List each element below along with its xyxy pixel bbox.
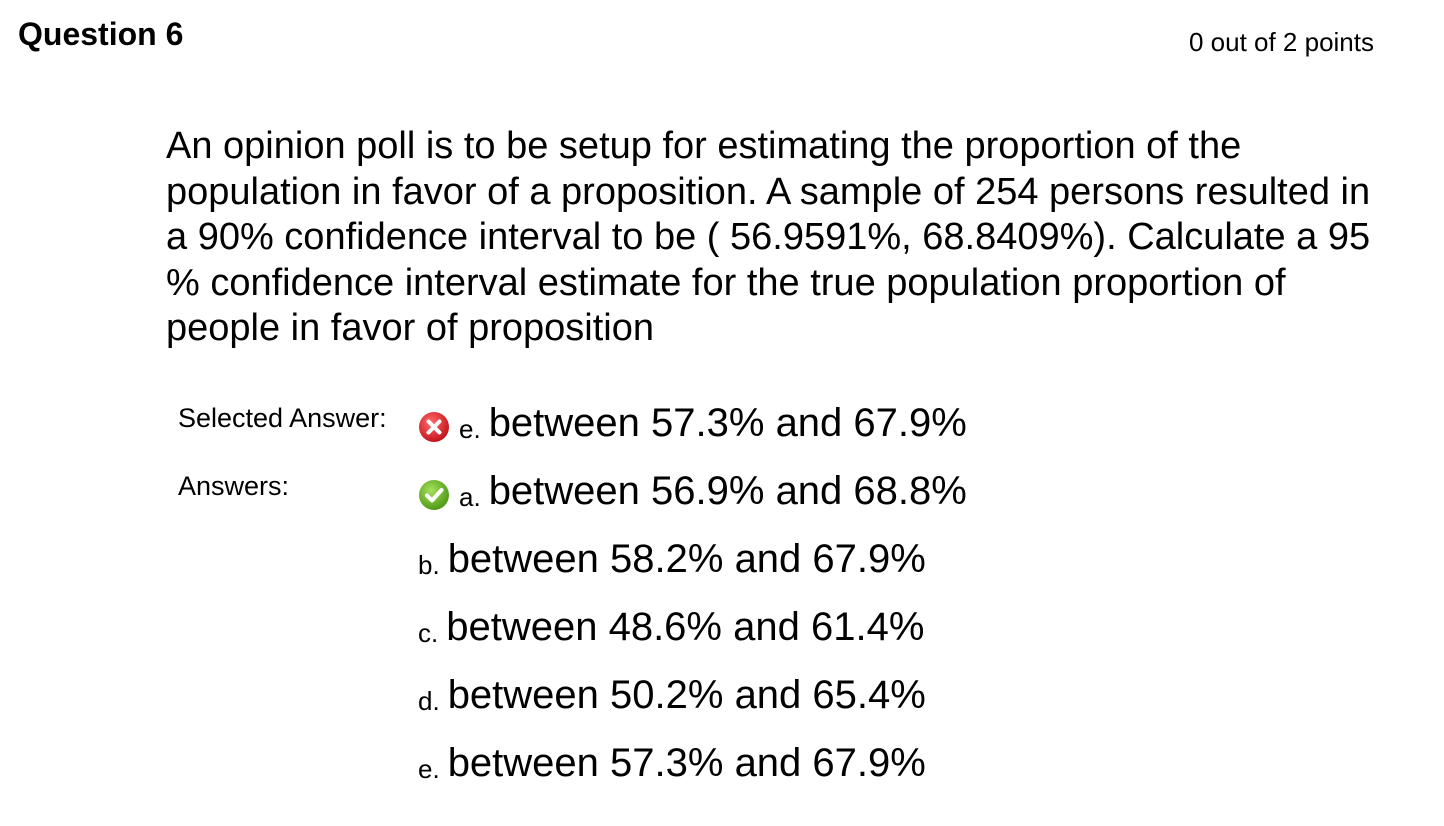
answer-letter: c. [418, 617, 439, 648]
selected-answer-label: Selected Answer: [178, 403, 387, 433]
question-title: Question 6 [18, 16, 184, 52]
answer-option-d: d. between 50.2% and 65.4% [418, 670, 926, 720]
selected-answer-text: between 57.3% and 67.9% [488, 400, 967, 445]
answer-text: between 58.2% and 67.9% [447, 536, 926, 581]
answer-text: between 50.2% and 65.4% [447, 672, 926, 717]
answer-text: between 57.3% and 67.9% [447, 740, 926, 785]
selected-answer: e. between 57.3% and 67.9% [418, 398, 967, 448]
question-text: An opinion poll is to be setup for estim… [166, 125, 1371, 349]
answer-option-b: b. between 58.2% and 67.9% [418, 534, 926, 584]
answer-letter: d. [418, 685, 440, 716]
answer-text: between 56.9% and 68.8% [488, 468, 967, 513]
answer-letter: b. [418, 549, 440, 580]
answers-label: Answers: [178, 471, 290, 501]
answer-option-e: e. between 57.3% and 67.9% [418, 738, 926, 788]
incorrect-icon [419, 412, 449, 442]
selected-answer-letter: e. [459, 413, 481, 444]
answer-option-c: c. between 48.6% and 61.4% [418, 602, 924, 652]
answer-letter: e. [418, 753, 440, 784]
answer-letter: a. [459, 481, 481, 512]
answer-option-a: a. between 56.9% and 68.8% [418, 466, 967, 516]
answer-text: between 48.6% and 61.4% [446, 604, 925, 649]
question-points: 0 out of 2 points [1188, 27, 1374, 57]
correct-icon [419, 480, 449, 510]
